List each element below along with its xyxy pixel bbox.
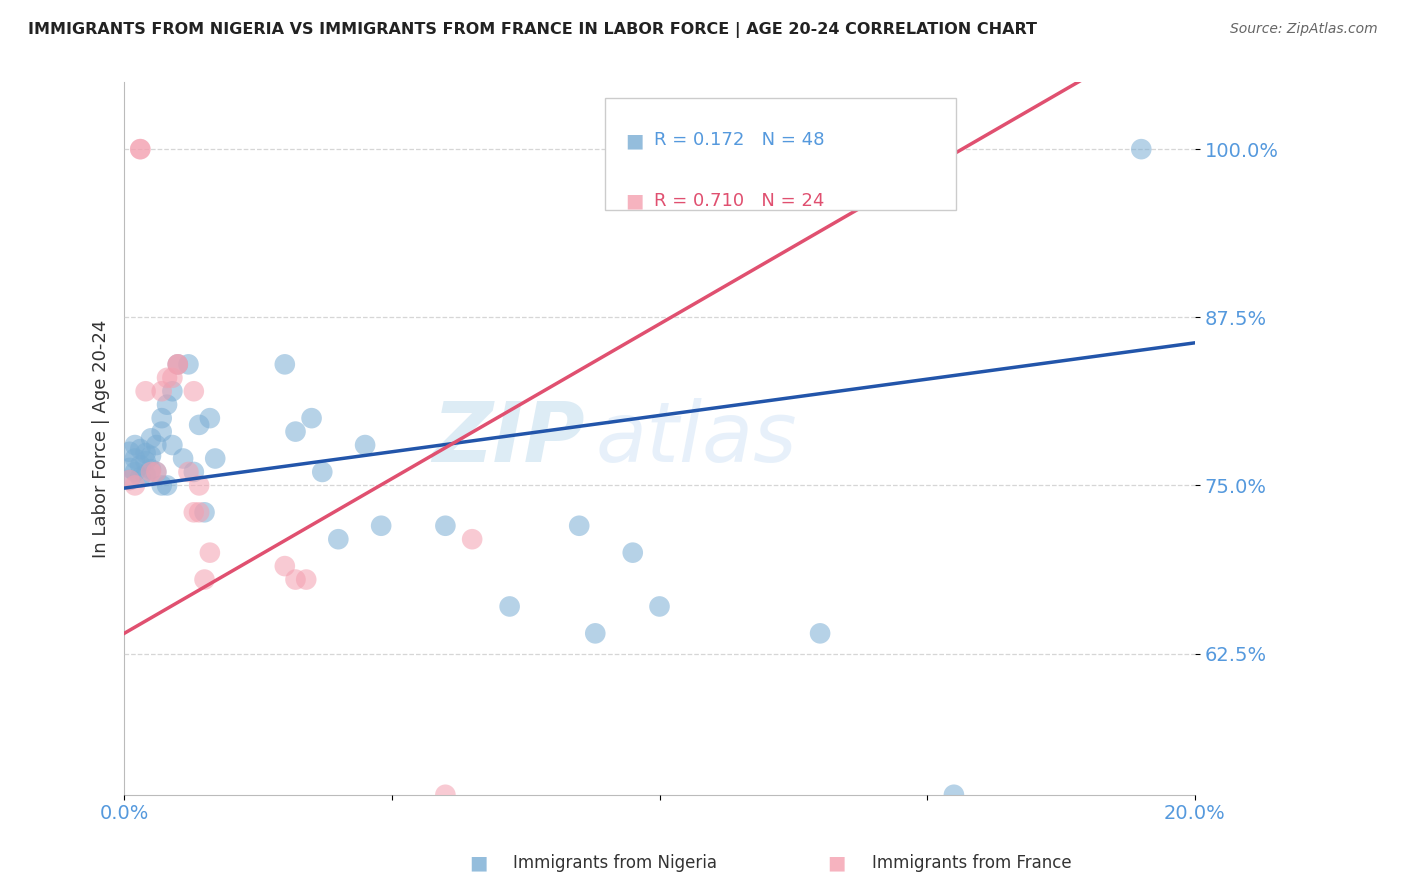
Text: R = 0.710   N = 24: R = 0.710 N = 24 [654,192,824,210]
Point [124,451,146,466]
Point [172,451,194,466]
Point [129,458,152,473]
Text: Source: ZipAtlas.com: Source: ZipAtlas.com [1230,22,1378,37]
Point [150,425,173,439]
Point [370,518,392,533]
Point [129,142,152,156]
Point [177,357,200,371]
Point [461,532,484,546]
Point [648,599,671,614]
Point [135,384,157,399]
Text: R = 0.172   N = 48: R = 0.172 N = 48 [654,131,824,149]
Point [156,371,179,385]
Point [284,425,307,439]
Point [166,357,188,371]
Point [118,444,141,458]
Point [145,465,167,479]
Text: IMMIGRANTS FROM NIGERIA VS IMMIGRANTS FROM FRANCE IN LABOR FORCE | AGE 20-24 COR: IMMIGRANTS FROM NIGERIA VS IMMIGRANTS FR… [28,22,1038,38]
Point [145,465,167,479]
Point [498,599,520,614]
Point [311,465,333,479]
Point [284,573,307,587]
Point [139,462,162,476]
Text: ■: ■ [626,192,644,211]
Point [188,478,211,492]
Text: atlas: atlas [595,398,797,479]
Text: ■: ■ [827,854,846,872]
Point [274,559,297,574]
Point [135,454,157,468]
Point [188,505,211,519]
Point [354,438,377,452]
Point [328,532,350,546]
Point [124,478,146,492]
Point [150,478,173,492]
Point [177,465,200,479]
Point [156,398,179,412]
Point [129,470,152,484]
Point [301,411,323,425]
Text: ZIP: ZIP [432,398,585,479]
Point [139,465,162,479]
Point [183,465,205,479]
Point [166,357,188,371]
Text: ■: ■ [468,854,488,872]
Text: Immigrants from France: Immigrants from France [872,855,1071,872]
Point [156,478,179,492]
Point [118,461,141,475]
Text: Immigrants from Nigeria: Immigrants from Nigeria [513,855,717,872]
Point [808,626,831,640]
Point [129,442,152,456]
Point [118,473,141,487]
Point [1130,142,1153,156]
Point [188,417,211,432]
Point [434,788,457,802]
Text: ■: ■ [626,131,644,150]
Point [193,505,215,519]
Point [150,384,173,399]
Point [568,518,591,533]
Point [124,465,146,479]
Point [124,438,146,452]
Point [162,384,184,399]
Point [118,473,141,487]
Point [204,451,226,466]
Point [139,449,162,463]
Point [583,626,606,640]
Y-axis label: In Labor Force | Age 20-24: In Labor Force | Age 20-24 [93,319,110,558]
Point [150,411,173,425]
Point [162,371,184,385]
Point [193,573,215,587]
Point [139,431,162,445]
Point [434,518,457,533]
Point [166,357,188,371]
Point [295,573,318,587]
Point [145,438,167,452]
Point [135,467,157,482]
Point [129,142,152,156]
Point [183,384,205,399]
Point [135,446,157,460]
Point [621,546,644,560]
Point [198,546,221,560]
Point [274,357,297,371]
Point [162,438,184,452]
Point [942,788,965,802]
Point [198,411,221,425]
Point [183,505,205,519]
